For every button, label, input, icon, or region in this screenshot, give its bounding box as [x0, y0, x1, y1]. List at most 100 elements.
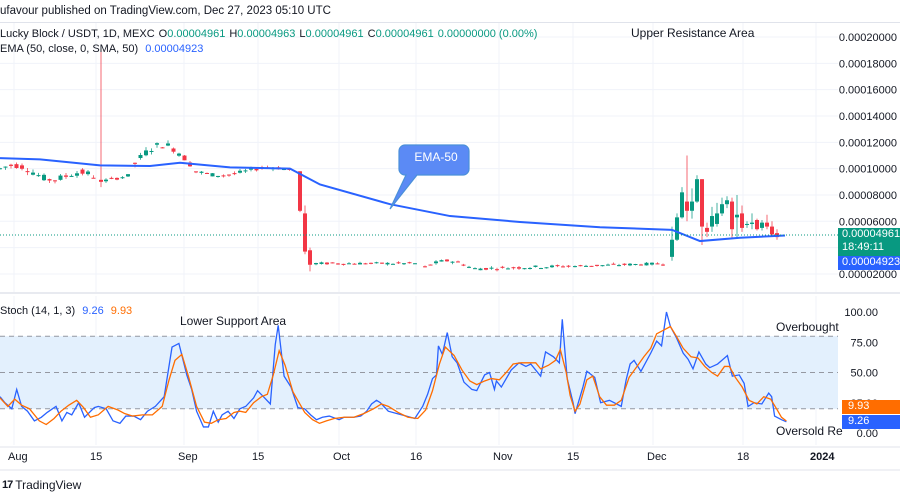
candle-down: [622, 263, 627, 265]
candle-down: [330, 262, 335, 264]
candle-up: [606, 264, 610, 266]
low-value: 0.00004961: [305, 28, 364, 40]
candle-down: [325, 262, 329, 265]
candle-up: [675, 217, 679, 240]
stoch-axis-tick: 50.00: [850, 368, 878, 380]
candle-down: [20, 165, 24, 169]
candle-up: [600, 265, 605, 267]
open-value: 0.00004961: [167, 28, 226, 40]
stoch-k-tag: 9.26: [842, 415, 900, 429]
last-price-value: 0.00004961: [842, 228, 900, 240]
candle-up: [489, 267, 494, 269]
candle-down: [182, 155, 187, 161]
candle-up: [314, 263, 318, 265]
ema-legend: EMA (50, close, 0, SMA, 50) 0.00004923: [0, 43, 207, 55]
candle-up: [680, 192, 684, 218]
candle-up: [690, 201, 694, 211]
candle-down: [115, 177, 119, 180]
tradingview-brand: TradingView: [15, 478, 82, 492]
symbol-name[interactable]: Lucky Block / USDT, 1D, MEXC: [0, 28, 155, 40]
candle-down: [171, 148, 176, 152]
stoch-d-tag: 9.93: [842, 400, 900, 414]
candle-down: [423, 266, 427, 268]
candle-up: [720, 204, 724, 214]
candle-down: [445, 259, 449, 262]
price-axis-tick: 0.00020000: [839, 32, 897, 44]
stoch-axis-tick: 100.00: [844, 307, 878, 319]
candle-down: [740, 213, 744, 228]
candle-up: [544, 267, 549, 269]
candle-down: [352, 263, 357, 265]
candle-down: [380, 262, 384, 264]
candle-down: [770, 226, 774, 235]
time-axis-tick: Dec: [647, 451, 667, 463]
candle-up: [450, 261, 455, 263]
price-axis-tick: 0.00010000: [839, 164, 897, 176]
candle-up: [75, 173, 79, 176]
time-axis-tick: 15: [90, 451, 102, 463]
time-axis-tick: Aug: [8, 451, 28, 463]
candle-down: [561, 266, 565, 268]
overbought-label: Overbought: [776, 320, 839, 334]
candle-up: [243, 170, 248, 172]
candle-up: [166, 143, 170, 146]
ema-callout-label: EMA-50: [414, 150, 458, 164]
header-divider: [0, 22, 900, 23]
candle-up: [539, 268, 543, 270]
ema-50-line: [0, 157, 786, 243]
candle-down: [511, 267, 516, 269]
candle-down: [461, 264, 466, 266]
candle-down: [495, 269, 499, 271]
stoch-legend-label[interactable]: Stoch (14, 1, 3): [0, 305, 76, 317]
candle-down: [685, 201, 689, 211]
lower-support-label: Lower Support Area: [180, 314, 287, 328]
candle-down: [611, 263, 616, 265]
candle-up: [633, 264, 638, 266]
price-axis-tick: 0.00006000: [839, 216, 897, 228]
candle-up: [644, 262, 649, 266]
ema-legend-value: 0.00004923: [145, 43, 204, 55]
candle-up: [42, 174, 46, 181]
candle-down: [484, 268, 488, 270]
candle-up: [760, 222, 764, 228]
candle-up: [710, 216, 714, 227]
time-axis-tick: 16: [410, 451, 422, 463]
price-axis-tick: 0.00014000: [839, 111, 897, 123]
time-axis-tick: 15: [252, 451, 264, 463]
candle-up: [467, 266, 471, 268]
tradingview-logo[interactable]: 17 TradingView: [2, 478, 81, 492]
ema-legend-label[interactable]: EMA (50, close, 0, SMA, 50): [0, 43, 139, 55]
candle-up: [584, 265, 588, 267]
symbol-legend: Lucky Block / USDT, 1D, MEXC O0.00004961 H…: [0, 28, 541, 40]
stoch-axis-tick: 0.00: [857, 428, 878, 440]
candle-up: [670, 239, 674, 257]
candle-down: [109, 177, 114, 179]
candle-down: [369, 262, 373, 264]
candle-up: [695, 179, 699, 202]
candle-down: [730, 201, 734, 230]
candle-up: [528, 267, 532, 269]
candle-up: [478, 268, 483, 271]
candle-down: [566, 265, 571, 267]
close-label: C: [367, 28, 376, 40]
candle-up: [199, 171, 204, 173]
candle-up: [391, 263, 395, 265]
stoch-d-line: [0, 325, 787, 426]
candle-up: [31, 172, 35, 175]
candle-down: [221, 175, 226, 177]
candle-down: [80, 169, 85, 174]
candle-up: [522, 268, 527, 270]
price-axis-tick: 0.00012000: [839, 137, 897, 149]
candle-up: [69, 175, 74, 177]
candle-up: [374, 262, 379, 264]
candle-up: [216, 175, 220, 177]
candle-up: [210, 173, 215, 177]
stoch-axis-tick: 75.00: [850, 337, 878, 349]
candle-up: [58, 175, 63, 180]
candle-up: [506, 268, 510, 270]
candle-down: [160, 147, 165, 149]
candle-up: [319, 262, 324, 264]
candle-up: [0, 168, 2, 170]
time-axis-tick: 15: [567, 451, 579, 463]
